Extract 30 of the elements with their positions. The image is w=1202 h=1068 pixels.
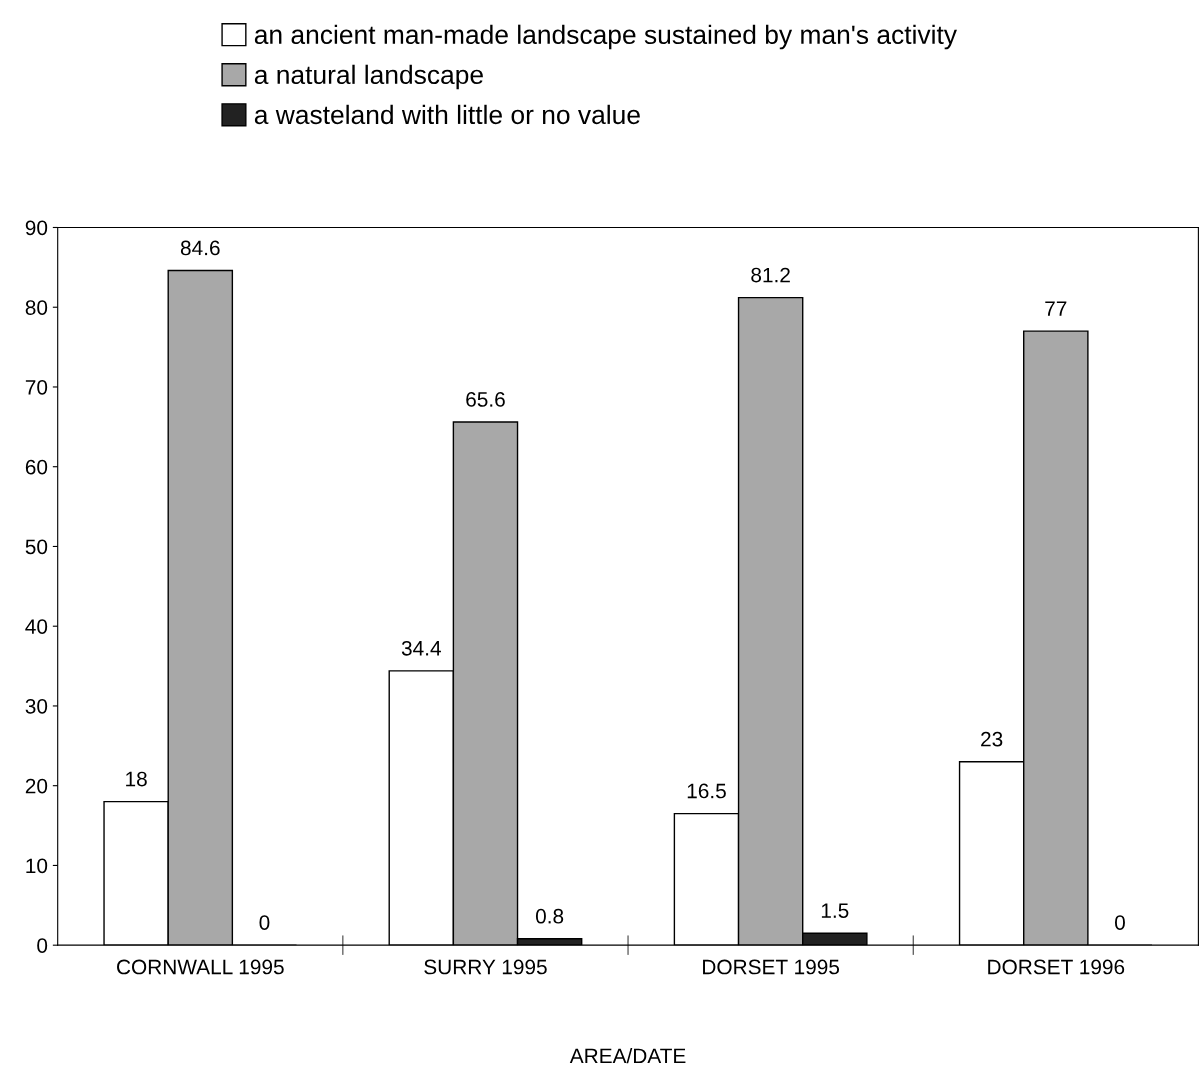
y-tick-label: 40 — [25, 619, 48, 634]
data-label: 0 — [259, 915, 270, 930]
x-axis-title: AREA/DATE — [569, 1047, 686, 1064]
data-label: 81.2 — [751, 267, 790, 283]
data-label: 23 — [981, 731, 1003, 747]
x-tick-label: DORSET 1995 — [703, 959, 840, 975]
y-tick-label: 20 — [25, 778, 48, 794]
y-tick-label: 90 — [25, 220, 48, 236]
y-tick-label: 70 — [25, 379, 48, 395]
data-label: 0 — [1114, 915, 1125, 930]
data-label: 65.6 — [466, 392, 505, 407]
y-tick-label: 50 — [25, 539, 48, 555]
data-label: 84.6 — [180, 240, 220, 256]
x-tick-label: CORNWALL 1995 — [117, 959, 284, 975]
data-label: 0.8 — [535, 908, 564, 924]
legend-label: a natural landscape — [254, 64, 483, 90]
legend-label: a wasteland with little or no value — [254, 104, 640, 125]
legend-label: an ancient man-made landscape sustained by man's activity — [254, 24, 957, 50]
y-tick-label: 60 — [25, 459, 48, 475]
data-label: 18 — [126, 771, 147, 787]
data-label: 1.5 — [821, 903, 849, 918]
data-label: 34.4 — [401, 640, 441, 656]
y-tick-label: 0 — [37, 938, 48, 953]
data-label: 77 — [1045, 301, 1067, 316]
y-tick-label: 10 — [26, 858, 48, 874]
x-tick-label: SURRY 1995 — [424, 959, 547, 975]
x-tick-label: DORSET 1996 — [988, 959, 1125, 975]
data-label: 16.5 — [687, 783, 726, 799]
y-tick-label: 80 — [25, 300, 48, 315]
y-tick-label: 30 — [25, 698, 48, 714]
